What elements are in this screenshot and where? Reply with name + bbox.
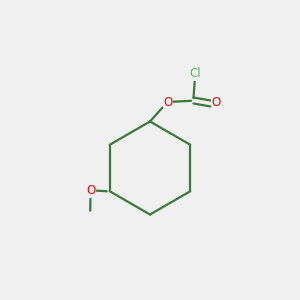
Text: O: O	[212, 96, 220, 110]
Text: O: O	[164, 95, 172, 109]
Text: O: O	[86, 184, 96, 197]
Text: Cl: Cl	[189, 67, 201, 80]
